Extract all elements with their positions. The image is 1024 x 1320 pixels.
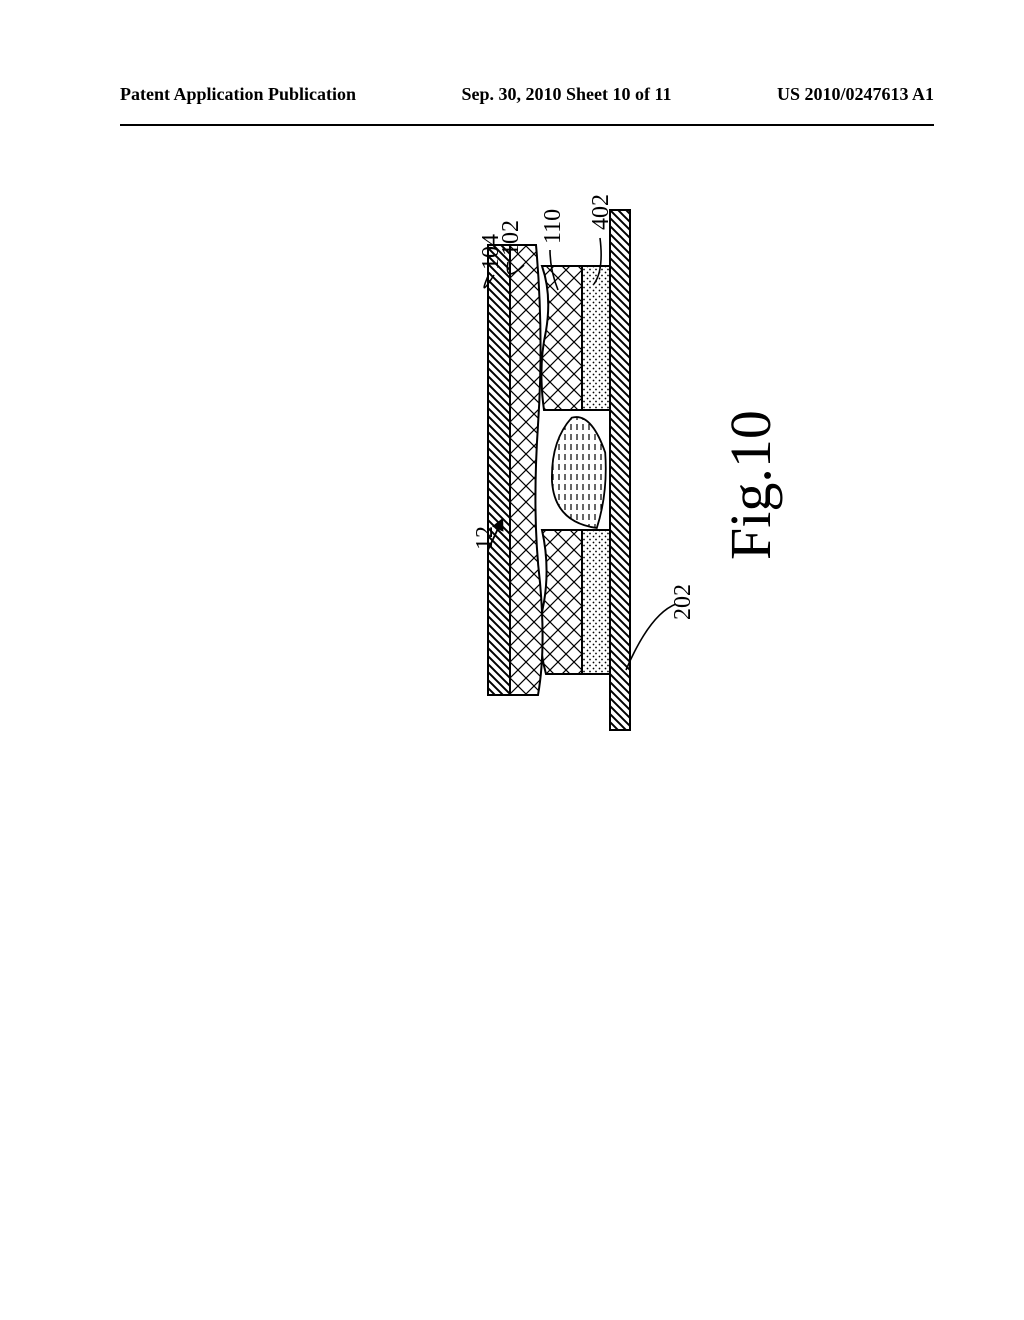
header-center: Sep. 30, 2010 Sheet 10 of 11 xyxy=(461,84,671,124)
header-right: US 2010/0247613 A1 xyxy=(777,84,934,124)
page: Patent Application Publication Sep. 30, … xyxy=(0,0,1024,1320)
ref-label-12: 12 xyxy=(472,526,498,550)
figure-wrapper: 12104102110402202Fig.10 xyxy=(190,150,830,790)
ref-label-202: 202 xyxy=(670,584,696,620)
ref-label-110: 110 xyxy=(540,209,566,244)
figure-svg: 12104102110402202Fig.10 xyxy=(190,150,830,790)
header-left: Patent Application Publication xyxy=(120,84,356,124)
figure-caption: Fig.10 xyxy=(718,410,783,560)
page-header: Patent Application Publication Sep. 30, … xyxy=(120,84,934,126)
ref-label-102: 102 xyxy=(498,220,524,256)
ref-label-402: 402 xyxy=(588,194,614,230)
